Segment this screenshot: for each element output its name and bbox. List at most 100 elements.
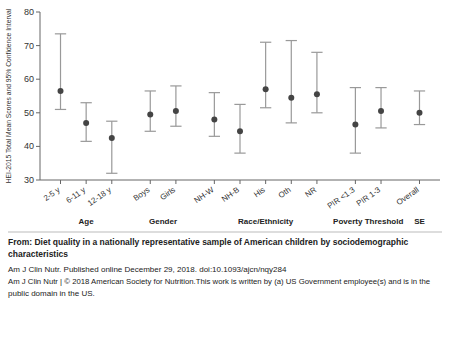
error-bar	[60, 34, 61, 110]
error-cap-low	[234, 153, 245, 154]
x-tick	[419, 180, 420, 184]
x-tick-label: Boys	[132, 185, 152, 203]
x-tick	[150, 180, 151, 184]
x-tick-label: NH-W	[193, 185, 216, 205]
error-bar	[175, 86, 176, 126]
error-cap-high	[414, 90, 425, 91]
y-tick-label: 50	[24, 108, 34, 118]
group-label: Age	[79, 217, 95, 226]
error-cap-low	[170, 126, 181, 127]
error-cap-low	[286, 122, 297, 123]
x-tick-label: Oth	[277, 185, 293, 200]
error-cap-low	[55, 109, 66, 110]
error-cap-high	[234, 104, 245, 105]
error-bar	[150, 91, 151, 131]
y-tick	[36, 12, 40, 13]
error-cap-high	[209, 92, 220, 93]
mean-dot	[211, 117, 217, 123]
mean-dot	[237, 128, 243, 134]
x-tick	[214, 180, 215, 184]
x-tick-label: His	[252, 185, 267, 199]
x-tick-label: NR	[303, 185, 318, 199]
mean-dot	[83, 120, 89, 126]
group-label: Race/Ethnicity	[238, 217, 294, 226]
x-tick	[240, 180, 241, 184]
error-cap-high	[311, 52, 322, 53]
error-cap-low	[311, 112, 322, 113]
error-cap-high	[260, 42, 271, 43]
group-label: Gender	[149, 217, 177, 226]
error-bar	[291, 41, 292, 123]
y-tick-label: 60	[24, 74, 34, 84]
error-cap-low	[375, 127, 386, 128]
x-tick-label: 6-11 y	[64, 185, 87, 205]
error-cap-high	[170, 85, 181, 86]
error-cap-low	[260, 107, 271, 108]
y-axis-label: HEI-2015 Total Mean Scores and 95% Confi…	[5, 8, 12, 183]
mean-dot	[263, 86, 269, 92]
mean-dot	[147, 111, 153, 117]
x-tick	[265, 180, 266, 184]
error-bar	[316, 52, 317, 112]
error-cap-low	[350, 153, 361, 154]
mean-dot	[173, 108, 179, 114]
error-cap-high	[106, 121, 117, 122]
x-tick-label: PIR <1.3	[326, 185, 357, 211]
error-cap-high	[350, 87, 361, 88]
x-tick	[381, 180, 382, 184]
error-bar	[419, 91, 420, 125]
caption-line: From: Diet quality in a nationally repre…	[8, 237, 409, 247]
caption-line: Am J Clin Nutr. Published online Decembe…	[8, 265, 287, 274]
mean-dot	[109, 135, 115, 141]
error-bar	[380, 88, 381, 128]
error-cap-high	[55, 33, 66, 34]
error-bar	[355, 88, 356, 154]
x-tick	[60, 180, 61, 184]
x-tick-label: PIR 1-3	[355, 185, 383, 208]
y-tick-label: 30	[24, 175, 34, 185]
mean-dot	[58, 88, 64, 94]
error-cap-high	[375, 87, 386, 88]
mean-dot	[288, 95, 294, 101]
error-cap-low	[106, 173, 117, 174]
error-cap-high	[286, 40, 297, 41]
mean-dot	[352, 122, 358, 128]
y-axis-line	[40, 12, 41, 180]
x-tick-label: 12-18 y	[86, 185, 113, 208]
chart: 30 40 50 60 70 80 2-5 y6-11 y12-18 y Boys Girls N…	[0, 0, 450, 338]
x-tick-label: Girls	[158, 185, 177, 202]
y-tick	[36, 79, 40, 80]
group-label: Poverty Threshold	[333, 217, 403, 226]
x-tick-label: 2-5 y	[42, 185, 62, 203]
caption-line: characteristics	[8, 249, 68, 259]
error-cap-high	[145, 90, 156, 91]
x-tick-label: NH-B	[220, 185, 241, 204]
y-tick	[36, 146, 40, 147]
y-tick	[36, 180, 40, 181]
plot-area	[55, 34, 425, 173]
y-tick-label: 70	[24, 41, 34, 51]
error-cap-high	[81, 102, 92, 103]
x-tick-label: Overall	[395, 185, 421, 207]
group-label: SE	[414, 217, 425, 226]
error-bar	[265, 42, 266, 108]
error-cap-low	[145, 131, 156, 132]
y-tick-label: 80	[24, 7, 34, 17]
mean-dot	[314, 91, 320, 97]
error-cap-low	[209, 136, 220, 137]
caption-line: public domain in the US.	[8, 289, 95, 298]
x-tick	[291, 180, 292, 184]
error-cap-low	[414, 124, 425, 125]
x-tick	[175, 180, 176, 184]
x-tick	[111, 180, 112, 184]
x-tick	[355, 180, 356, 184]
y-tick-label: 40	[24, 141, 34, 151]
caption-line: Am J Clin Nutr | © 2018 American Society…	[8, 277, 430, 286]
caption-separator	[8, 232, 442, 233]
x-tick	[86, 180, 87, 184]
error-bar	[111, 121, 112, 173]
x-tick	[316, 180, 317, 184]
y-tick	[36, 45, 40, 46]
mean-dot	[378, 108, 384, 114]
y-tick	[36, 112, 40, 113]
